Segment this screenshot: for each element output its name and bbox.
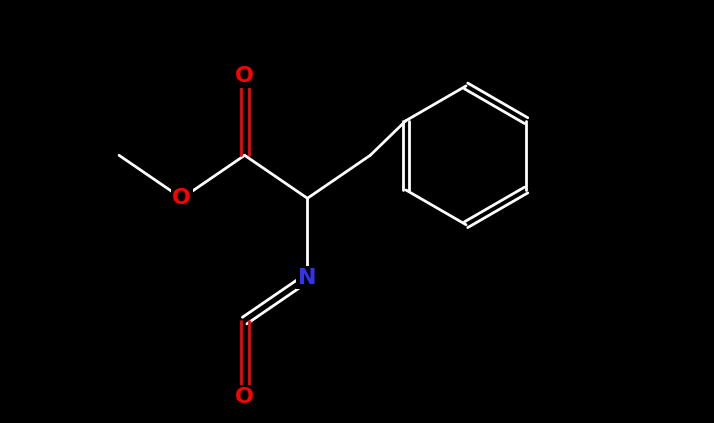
Text: O: O [172, 188, 191, 208]
Text: O: O [235, 387, 254, 407]
Text: O: O [235, 66, 254, 86]
Text: N: N [298, 268, 317, 288]
